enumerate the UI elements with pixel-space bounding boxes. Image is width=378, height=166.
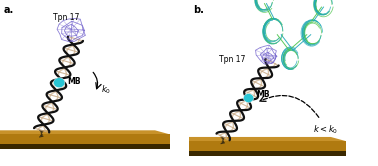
Text: $k < k_0$: $k < k_0$ [313, 123, 338, 136]
Polygon shape [0, 134, 170, 144]
Text: Tpn 17: Tpn 17 [219, 55, 246, 64]
Circle shape [54, 78, 65, 88]
Polygon shape [187, 151, 346, 156]
Text: Tpn 17: Tpn 17 [53, 13, 79, 22]
Text: MB: MB [68, 77, 81, 86]
Circle shape [243, 94, 254, 103]
Text: $k_0$: $k_0$ [101, 83, 111, 96]
Polygon shape [0, 144, 170, 149]
Text: b.: b. [193, 5, 204, 15]
Text: a.: a. [4, 5, 14, 15]
Text: MB: MB [256, 90, 270, 99]
Polygon shape [187, 137, 346, 141]
Polygon shape [0, 130, 170, 134]
Polygon shape [187, 141, 346, 151]
